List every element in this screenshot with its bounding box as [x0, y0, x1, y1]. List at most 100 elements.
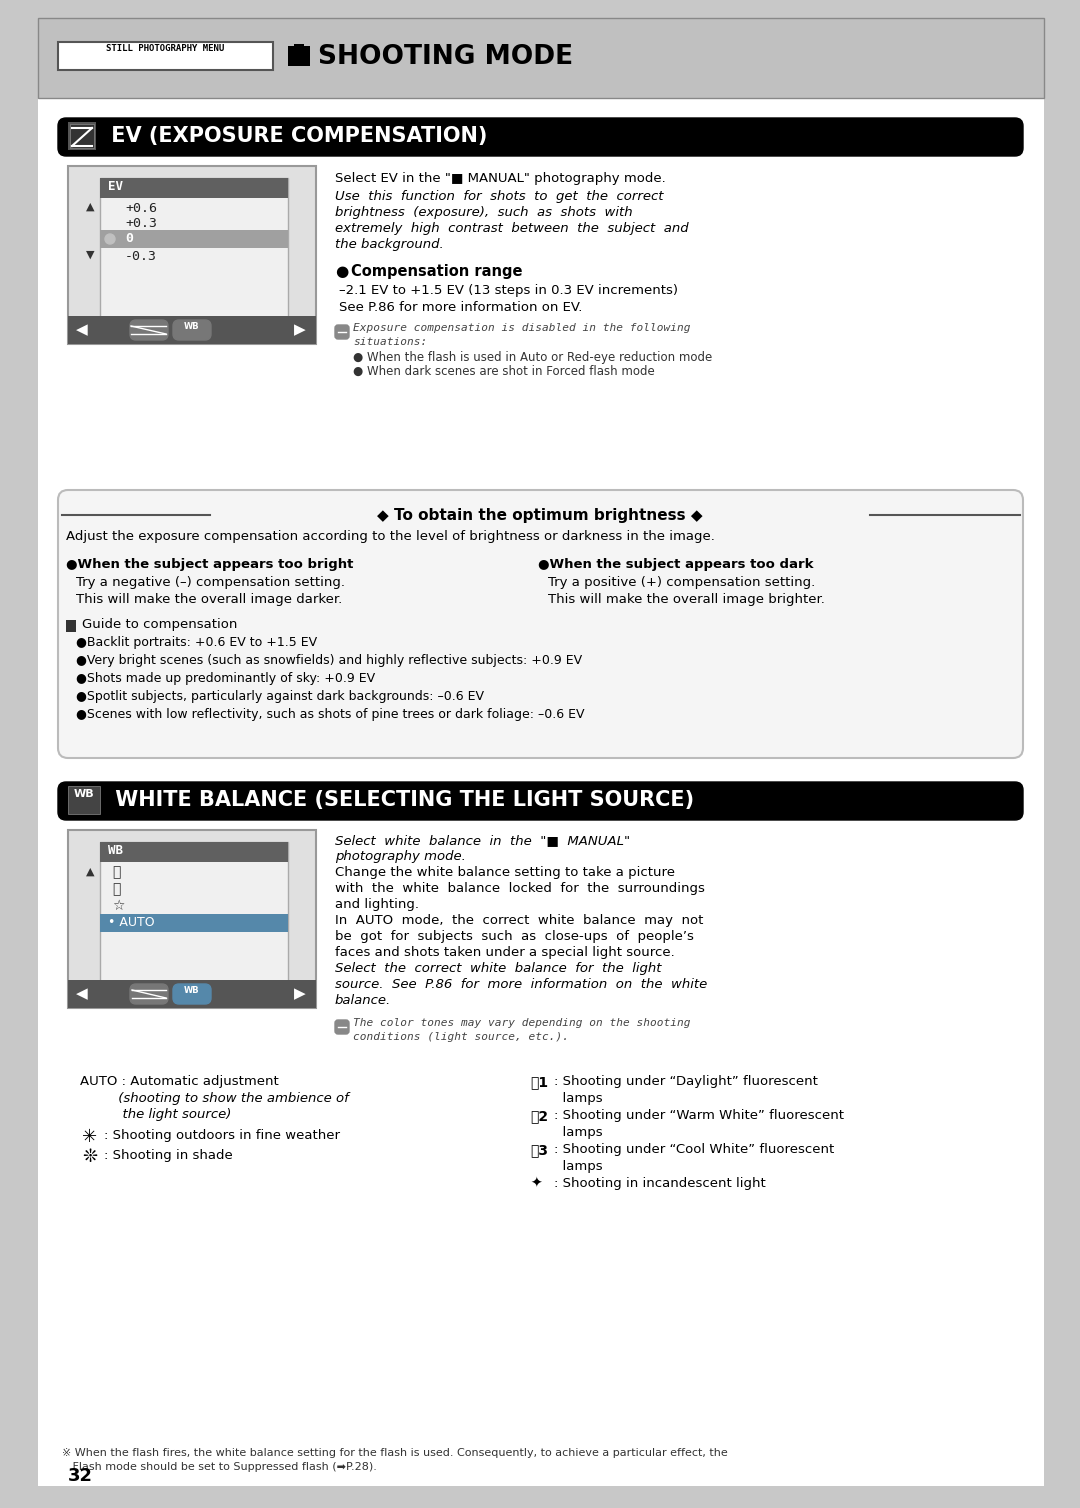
Text: See P.86 for more information on EV.: See P.86 for more information on EV.: [339, 302, 582, 314]
Text: Try a negative (–) compensation setting.: Try a negative (–) compensation setting.: [76, 576, 345, 590]
Text: ●: ●: [335, 264, 348, 279]
Text: EV: EV: [108, 179, 123, 193]
Bar: [58, 42, 273, 69]
Text: : Shooting in incandescent light: : Shooting in incandescent light: [554, 1178, 766, 1190]
FancyBboxPatch shape: [58, 118, 1023, 155]
FancyBboxPatch shape: [130, 985, 168, 1004]
Text: : Shooting under “Cool White” fluorescent: : Shooting under “Cool White” fluorescen…: [554, 1143, 834, 1157]
Circle shape: [105, 234, 114, 244]
Text: Select EV in the "■ MANUAL" photography mode.: Select EV in the "■ MANUAL" photography …: [335, 172, 665, 185]
Text: ● When the flash is used in Auto or Red-eye reduction mode: ● When the flash is used in Auto or Red-…: [353, 351, 712, 363]
Bar: [68, 829, 316, 1007]
Text: ▲: ▲: [86, 202, 95, 213]
FancyBboxPatch shape: [335, 326, 349, 339]
Text: Exposure compensation is disabled in the following: Exposure compensation is disabled in the…: [353, 323, 690, 333]
Text: WB: WB: [108, 844, 123, 857]
Text: faces and shots taken under a special light source.: faces and shots taken under a special li…: [335, 946, 675, 959]
Text: lamps: lamps: [554, 1092, 603, 1105]
Bar: [68, 317, 316, 344]
Text: Change the white balance setting to take a picture: Change the white balance setting to take…: [335, 866, 675, 879]
Text: (shooting to show the ambience of: (shooting to show the ambience of: [80, 1092, 349, 1105]
Bar: [100, 841, 288, 863]
Bar: [70, 124, 94, 148]
Bar: [68, 122, 96, 149]
Text: –2.1 EV to +1.5 EV (13 steps in 0.3 EV increments): –2.1 EV to +1.5 EV (13 steps in 0.3 EV i…: [339, 284, 678, 297]
Text: and lighting.: and lighting.: [335, 897, 419, 911]
Text: +0.3: +0.3: [125, 217, 157, 231]
Text: ▶: ▶: [294, 323, 306, 336]
Text: WB: WB: [185, 323, 200, 330]
Text: ●Shots made up predominantly of sky: +0.9 EV: ●Shots made up predominantly of sky: +0.…: [76, 673, 375, 685]
Text: This will make the overall image brighter.: This will make the overall image brighte…: [548, 593, 825, 606]
Text: lamps: lamps: [554, 1126, 603, 1139]
Text: Compensation range: Compensation range: [351, 264, 523, 279]
Text: conditions (light source, etc.).: conditions (light source, etc.).: [353, 1031, 569, 1042]
Text: : Shooting in shade: : Shooting in shade: [104, 1149, 233, 1163]
Bar: [100, 178, 288, 326]
Text: Try a positive (+) compensation setting.: Try a positive (+) compensation setting.: [548, 576, 815, 590]
FancyBboxPatch shape: [173, 985, 211, 1004]
Text: In  AUTO  mode,  the  correct  white  balance  may  not: In AUTO mode, the correct white balance …: [335, 914, 703, 927]
Text: ▼: ▼: [86, 250, 95, 259]
Text: This will make the overall image darker.: This will make the overall image darker.: [76, 593, 342, 606]
Bar: [38, 18, 1044, 98]
Bar: [38, 18, 1044, 98]
Text: ❊: ❊: [82, 1148, 97, 1166]
Text: situations:: situations:: [353, 336, 428, 347]
Text: SHOOTING MODE: SHOOTING MODE: [318, 44, 573, 69]
Bar: [100, 178, 288, 198]
Text: with  the  white  balance  locked  for  the  surroundings: with the white balance locked for the su…: [335, 882, 705, 896]
Bar: [68, 166, 316, 344]
Text: WB: WB: [185, 986, 200, 995]
Text: ●Very bright scenes (such as snowfields) and highly reflective subjects: +0.9 EV: ●Very bright scenes (such as snowfields)…: [76, 654, 582, 667]
Text: the light source): the light source): [80, 1108, 231, 1120]
FancyBboxPatch shape: [335, 1019, 349, 1034]
Text: brightness  (exposure),  such  as  shots  with: brightness (exposure), such as shots wit…: [335, 207, 633, 219]
Text: 桊: 桊: [112, 882, 120, 896]
Text: Adjust the exposure compensation according to the level of brightness or darknes: Adjust the exposure compensation accordi…: [66, 529, 715, 543]
Text: Select  the  correct  white  balance  for  the  light: Select the correct white balance for the…: [335, 962, 661, 976]
Text: ▶: ▶: [294, 986, 306, 1001]
Text: +0.6: +0.6: [125, 202, 157, 216]
Text: STILL PHOTOGRAPHY MENU: STILL PHOTOGRAPHY MENU: [106, 44, 225, 53]
Bar: [100, 231, 288, 247]
Text: source.  See  P.86  for  more  information  on  the  white: source. See P.86 for more information on…: [335, 979, 707, 991]
Text: Select  white  balance  in  the  "■  MANUAL": Select white balance in the "■ MANUAL": [335, 834, 630, 847]
Text: 32: 32: [68, 1467, 93, 1485]
Text: be  got  for  subjects  such  as  close-ups  of  people’s: be got for subjects such as close-ups of…: [335, 930, 693, 942]
Text: : Shooting outdoors in fine weather: : Shooting outdoors in fine weather: [104, 1129, 340, 1142]
Text: ☆: ☆: [112, 899, 124, 912]
Text: • AUTO: • AUTO: [108, 915, 154, 929]
Text: Use  this  function  for  shots  to  get  the  correct: Use this function for shots to get the c…: [335, 190, 663, 204]
Text: ●When the subject appears too dark: ●When the subject appears too dark: [538, 558, 813, 572]
Text: ● When dark scenes are shot in Forced flash mode: ● When dark scenes are shot in Forced fl…: [353, 365, 654, 379]
Text: 祀: 祀: [112, 866, 120, 879]
Text: photography mode.: photography mode.: [335, 851, 465, 863]
Text: ●Scenes with low reflectivity, such as shots of pine trees or dark foliage: –0.6: ●Scenes with low reflectivity, such as s…: [76, 707, 584, 721]
FancyBboxPatch shape: [173, 320, 211, 339]
Text: 0: 0: [125, 232, 133, 244]
FancyBboxPatch shape: [58, 783, 1023, 820]
Text: extremely  high  contrast  between  the  subject  and: extremely high contrast between the subj…: [335, 222, 689, 235]
Text: balance.: balance.: [335, 994, 391, 1007]
Bar: [68, 980, 316, 1007]
Text: ◀: ◀: [76, 323, 87, 336]
FancyBboxPatch shape: [130, 320, 168, 339]
Text: 祀3: 祀3: [530, 1143, 548, 1157]
Text: ※ When the flash fires, the white balance setting for the flash is used. Consequ: ※ When the flash fires, the white balanc…: [62, 1448, 728, 1458]
Text: ◀: ◀: [76, 986, 87, 1001]
Bar: [100, 914, 288, 932]
Text: WHITE BALANCE (SELECTING THE LIGHT SOURCE): WHITE BALANCE (SELECTING THE LIGHT SOURC…: [108, 790, 694, 810]
Text: ✦: ✦: [530, 1178, 542, 1191]
Bar: [288, 47, 310, 66]
Text: Flash mode should be set to Suppressed flash (➡P.28).: Flash mode should be set to Suppressed f…: [62, 1461, 377, 1472]
Bar: [100, 841, 288, 989]
Text: 祀1: 祀1: [530, 1075, 549, 1089]
Text: 祀2: 祀2: [530, 1108, 549, 1123]
Text: -0.3: -0.3: [125, 250, 157, 262]
Text: EV (EXPOSURE COMPENSATION): EV (EXPOSURE COMPENSATION): [104, 127, 487, 146]
Text: : Shooting under “Warm White” fluorescent: : Shooting under “Warm White” fluorescen…: [554, 1108, 843, 1122]
Text: ▲: ▲: [86, 867, 95, 878]
Text: ◆ To obtain the optimum brightness ◆: ◆ To obtain the optimum brightness ◆: [377, 508, 703, 523]
Text: Guide to compensation: Guide to compensation: [82, 618, 238, 630]
